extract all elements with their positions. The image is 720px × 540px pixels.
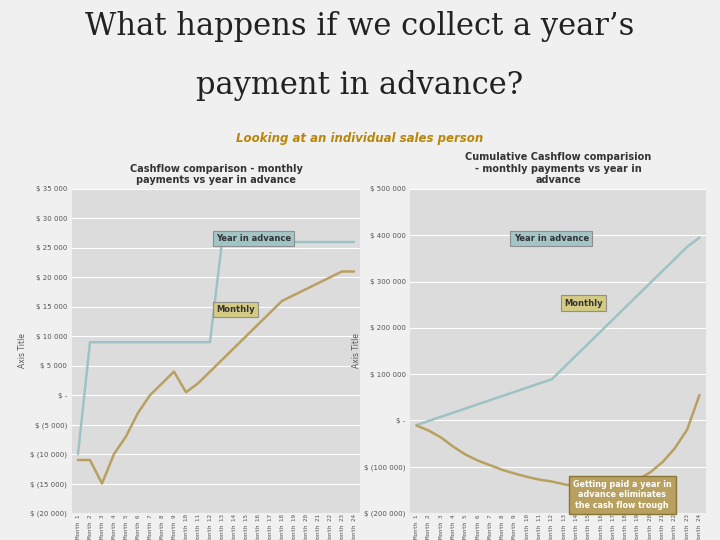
Y-axis label: Axis Title: Axis Title <box>352 334 361 368</box>
Title: Cashflow comparison - monthly
payments vs year in advance: Cashflow comparison - monthly payments v… <box>130 164 302 185</box>
Text: Monthly: Monthly <box>564 299 603 308</box>
Text: payment in advance?: payment in advance? <box>197 70 523 101</box>
Text: Year in advance: Year in advance <box>514 234 589 243</box>
Text: Looking at an individual sales person: Looking at an individual sales person <box>236 132 484 145</box>
Title: Cumulative Cashflow comparision
- monthly payments vs year in
advance: Cumulative Cashflow comparision - monthl… <box>465 152 651 185</box>
Text: Monthly: Monthly <box>216 305 255 314</box>
Text: What happens if we collect a year’s: What happens if we collect a year’s <box>85 11 635 42</box>
Text: Year in advance: Year in advance <box>216 234 291 243</box>
Y-axis label: Axis Title: Axis Title <box>19 334 27 368</box>
Text: Getting paid a year in
advance eliminates
the cash flow trough: Getting paid a year in advance eliminate… <box>573 480 672 510</box>
